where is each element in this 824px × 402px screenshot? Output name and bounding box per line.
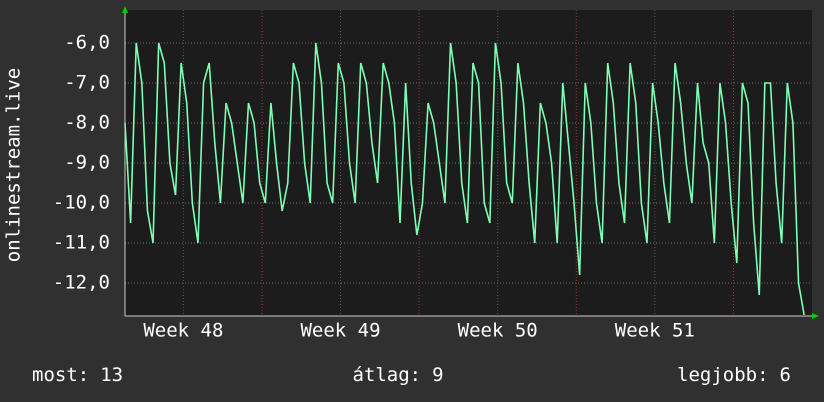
y-axis-label: onlinestream.live <box>3 68 25 262</box>
y-tick-label: -6,0 <box>64 32 110 54</box>
stat-label: legjobb: <box>677 364 769 386</box>
x-tick-label: Week 48 <box>143 320 223 342</box>
lines <box>124 42 805 316</box>
labels: -6,0 -7,0 -8,0 -9,0 -10,0 -11,0 -12,0 Week 48 We… <box>32 32 791 386</box>
data-line <box>124 42 805 316</box>
x-tick-label: Week 49 <box>300 320 380 342</box>
grid <box>125 10 812 316</box>
y-tick-label: -7,0 <box>64 72 110 94</box>
y-tick-label: -9,0 <box>64 152 110 174</box>
y-arrow <box>122 6 128 13</box>
stat-label: átlag: <box>352 364 421 386</box>
y-tick-label: -11,0 <box>53 232 110 254</box>
x-tick-label: Week 51 <box>615 320 695 342</box>
y-tick-label: -10,0 <box>53 192 110 214</box>
y-tick-label: -12,0 <box>53 272 110 294</box>
stat-label: most: <box>32 364 89 386</box>
stat: legjobb: 6 <box>677 364 791 386</box>
stat-value: 6 <box>780 364 791 386</box>
stat-value: 9 <box>432 364 443 386</box>
stat-value: 13 <box>100 364 123 386</box>
x-arrow <box>812 313 819 319</box>
y-tick-label: -8,0 <box>64 112 110 134</box>
stat: átlag: 9 <box>352 364 443 386</box>
stat: most: 13 <box>32 364 123 386</box>
x-tick-label: Week 50 <box>458 320 538 342</box>
